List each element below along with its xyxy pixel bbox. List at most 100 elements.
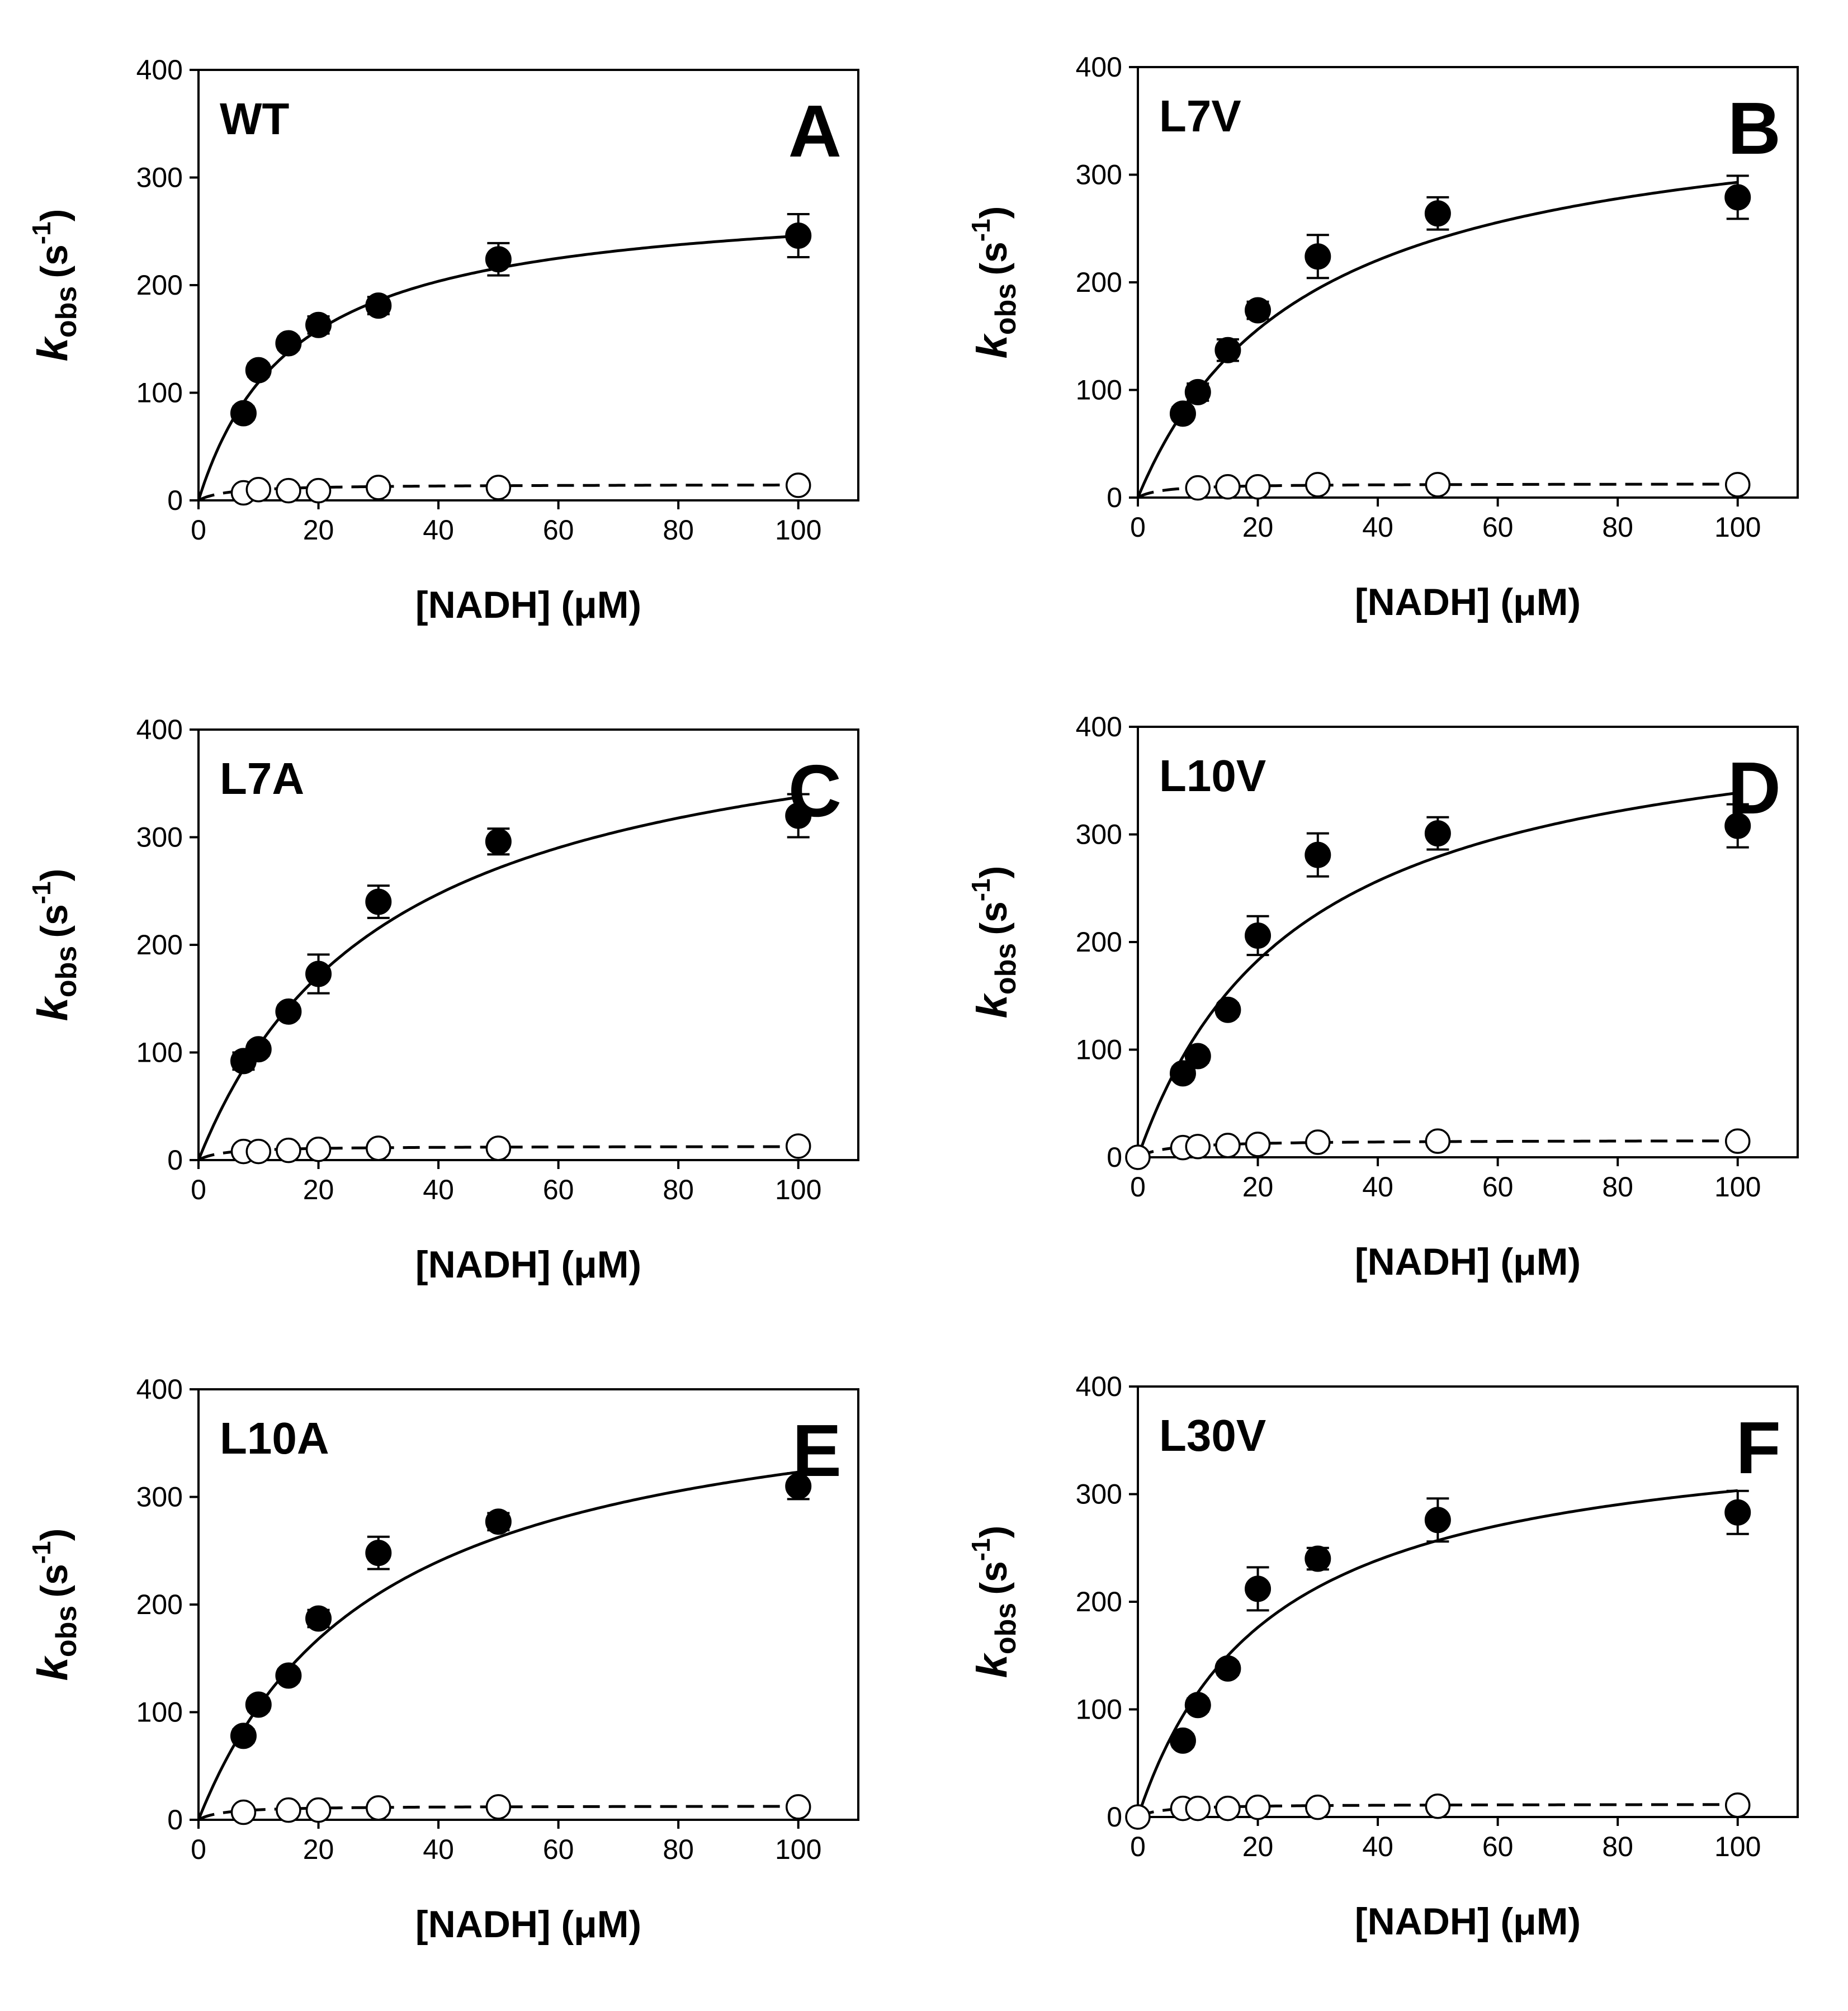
y-axis-label: kobs (s-1)	[966, 866, 1022, 1019]
x-tick-label: 40	[1362, 512, 1393, 543]
filled-data-point	[1184, 378, 1211, 405]
y-tick-label: 200	[1076, 926, 1122, 958]
dashed-fit-curve	[197, 1805, 798, 1821]
x-tick-label: 60	[1482, 1171, 1514, 1203]
x-tick-label: 40	[423, 1834, 454, 1865]
y-tick-label: 300	[1076, 819, 1122, 850]
y-tick-label: 0	[167, 1804, 183, 1835]
y-label-exp: -1	[27, 221, 56, 244]
y-axis-label: kobs (s-1)	[966, 206, 1022, 359]
dashed-fit-curve	[197, 484, 798, 502]
y-label-exp: -1	[27, 881, 56, 904]
x-tick-label: 0	[1130, 1831, 1146, 1862]
mutant-label: L30V	[1159, 1411, 1266, 1460]
y-label-sub: obs	[990, 283, 1022, 335]
x-tick-label: 100	[775, 514, 821, 546]
y-label-unit: (s	[972, 901, 1015, 935]
open-data-point	[1305, 1794, 1331, 1820]
open-data-point	[785, 1133, 811, 1159]
y-tick-label: 100	[1076, 1694, 1122, 1725]
open-data-point	[1305, 1129, 1331, 1155]
open-data-point	[1215, 1133, 1241, 1158]
y-label-k: k	[29, 1655, 77, 1681]
x-tick-label: 80	[1602, 1831, 1633, 1862]
y-axis-label: kobs (s-1)	[27, 209, 83, 362]
x-tick-label: 60	[543, 1834, 574, 1865]
y-label-unit: (s	[972, 242, 1015, 275]
y-tick-label: 200	[1076, 1586, 1122, 1617]
panel-letter: F	[1736, 1407, 1781, 1489]
y-label-sub: obs	[50, 286, 83, 338]
y-label-close: )	[972, 1526, 1015, 1539]
y-tick-label: 200	[136, 269, 183, 301]
filled-data-point	[245, 357, 272, 384]
filled-data-point	[1305, 841, 1331, 868]
y-tick-label: 400	[1076, 1371, 1122, 1402]
filled-data-point	[1184, 1692, 1211, 1719]
plot-frame	[197, 69, 859, 501]
x-tick-label: 0	[191, 1174, 206, 1205]
panel-d: 0 20 40 60 80 100 0 100 200 300 400 [NADH] (μM) kobs…	[966, 711, 1799, 1283]
open-data-point	[485, 1135, 512, 1161]
y-label-exp: -1	[966, 878, 995, 901]
solid-fit-curve	[197, 796, 799, 1161]
x-axis-label: [NADH] (μM)	[415, 1903, 641, 1946]
y-tick-label: 100	[1076, 1034, 1122, 1066]
filled-data-point	[275, 998, 302, 1025]
dashed-fit-curve	[1137, 1139, 1738, 1159]
open-data-point	[1245, 1794, 1271, 1820]
filled-data-point	[245, 1691, 272, 1718]
x-tick-label: 100	[775, 1174, 821, 1205]
open-data-point	[276, 1797, 301, 1823]
filled-data-point	[230, 400, 257, 427]
panel-f: 0 20 40 60 80 100 0 100 200 300 400 [NADH] (μM) kobs…	[966, 1371, 1799, 1943]
panel-c: 0 20 40 60 80 100 0 100 200 300 400 [NADH] (μM) kobs…	[27, 714, 859, 1286]
y-tick-label: 100	[136, 1037, 183, 1068]
panel-b: 0 20 40 60 80 100 0 100 200 300 400 [NADH] (μM) kobs…	[966, 51, 1799, 623]
filled-data-point	[365, 292, 392, 319]
x-tick-label: 20	[303, 514, 334, 546]
open-data-point	[276, 477, 301, 504]
y-tick-label: 400	[1076, 711, 1122, 742]
open-data-point	[366, 1135, 391, 1161]
y-tick-label: 400	[136, 54, 183, 86]
y-axis-label: kobs (s-1)	[27, 1529, 83, 1681]
x-tick-label: 20	[303, 1174, 334, 1205]
filled-data-point	[305, 311, 332, 338]
y-label-close: )	[972, 206, 1015, 219]
y-tick-label: 100	[136, 377, 183, 409]
x-tick-label: 80	[1602, 1171, 1633, 1203]
y-tick-label: 200	[136, 929, 183, 960]
x-tick-label: 0	[1130, 1171, 1146, 1203]
y-label-close: )	[33, 869, 75, 882]
open-data-point	[785, 472, 811, 498]
x-tick-label: 100	[1714, 1171, 1761, 1203]
y-label-k: k	[968, 333, 1016, 358]
x-axis-label: [NADH] (μM)	[1355, 1241, 1581, 1283]
mutant-label: L10V	[1159, 751, 1266, 801]
open-data-point	[1185, 1134, 1211, 1160]
y-label-close: )	[33, 209, 75, 222]
y-label-sub: obs	[50, 1606, 83, 1657]
y-tick-label: 400	[136, 1374, 183, 1405]
open-data-point	[305, 477, 332, 504]
x-tick-label: 100	[1714, 1831, 1761, 1862]
filled-data-point	[1214, 996, 1241, 1023]
filled-data-point	[1724, 1499, 1751, 1526]
filled-data-point	[1724, 184, 1751, 211]
open-data-point	[1425, 1794, 1451, 1819]
x-axis-label: [NADH] (μM)	[1355, 1900, 1581, 1943]
y-label-k: k	[29, 995, 77, 1021]
filled-data-point	[1169, 400, 1196, 427]
y-tick-label: 100	[1076, 375, 1122, 406]
filled-data-point	[785, 1473, 812, 1499]
filled-data-point	[485, 246, 512, 273]
filled-data-point	[1245, 922, 1272, 949]
filled-data-point	[365, 1540, 392, 1567]
filled-data-point	[1169, 1060, 1196, 1087]
open-data-point	[305, 1137, 332, 1162]
y-tick-label: 0	[1107, 1142, 1122, 1173]
mutant-label: L7A	[220, 754, 304, 803]
y-tick-label: 300	[136, 162, 183, 193]
